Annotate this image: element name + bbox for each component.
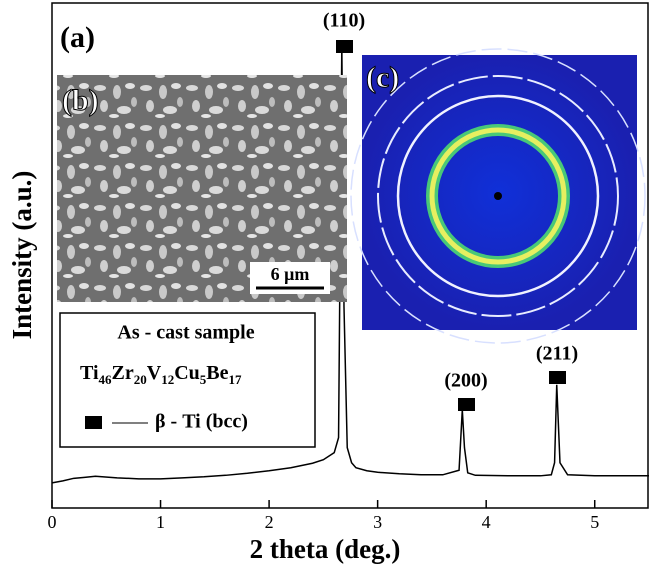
x-tick-label: 4 xyxy=(482,512,491,532)
panel-label: (a) xyxy=(60,21,95,54)
x-tick-label: 5 xyxy=(590,512,599,532)
x-axis-title: 2 theta (deg.) xyxy=(250,534,401,564)
x-tick-label: 1 xyxy=(156,512,165,532)
formula-subscript: 17 xyxy=(229,372,243,387)
formula-subscript: 12 xyxy=(161,372,174,387)
peak-marker xyxy=(336,40,353,53)
chart: 012345 (a) (110) (200) (211) (b) 6 μm (c… xyxy=(0,0,650,570)
peak-marker xyxy=(549,371,566,384)
formula-element: Be xyxy=(206,362,228,384)
formula-subscript: 46 xyxy=(99,372,113,387)
beam-stop xyxy=(494,192,502,200)
formula-subscript: 20 xyxy=(134,372,147,387)
inset-c: (c) xyxy=(351,49,645,343)
peak-label: (110) xyxy=(323,10,365,32)
formula-element: Cu xyxy=(174,362,200,384)
x-tick-label: 3 xyxy=(373,512,382,532)
formula-element: Ti xyxy=(80,362,99,384)
legend-phase: β - Ti (bcc) xyxy=(155,411,248,433)
x-tick-label: 2 xyxy=(265,512,274,532)
panel-label: (b) xyxy=(62,84,99,117)
legend-sample: As - cast sample xyxy=(117,322,254,344)
y-axis-title: Intensity (a.u.) xyxy=(7,171,37,340)
panel-label: (c) xyxy=(366,61,399,94)
peak-label: (211) xyxy=(536,343,578,365)
formula-element: Zr xyxy=(112,362,134,384)
x-tick-label: 0 xyxy=(48,512,57,532)
peak-marker xyxy=(458,398,475,411)
x-axis: 0 1 2 3 4 5 xyxy=(48,500,600,532)
scale-bar-label: 6 μm xyxy=(271,264,310,284)
legend-marker xyxy=(85,416,102,429)
formula-element: V xyxy=(147,362,162,384)
peak-label: (200) xyxy=(444,370,487,392)
legend: As - cast sample Ti46Zr20V12Cu5Be17 β - … xyxy=(60,313,315,447)
inset-b: (b) 6 μm xyxy=(57,75,347,302)
